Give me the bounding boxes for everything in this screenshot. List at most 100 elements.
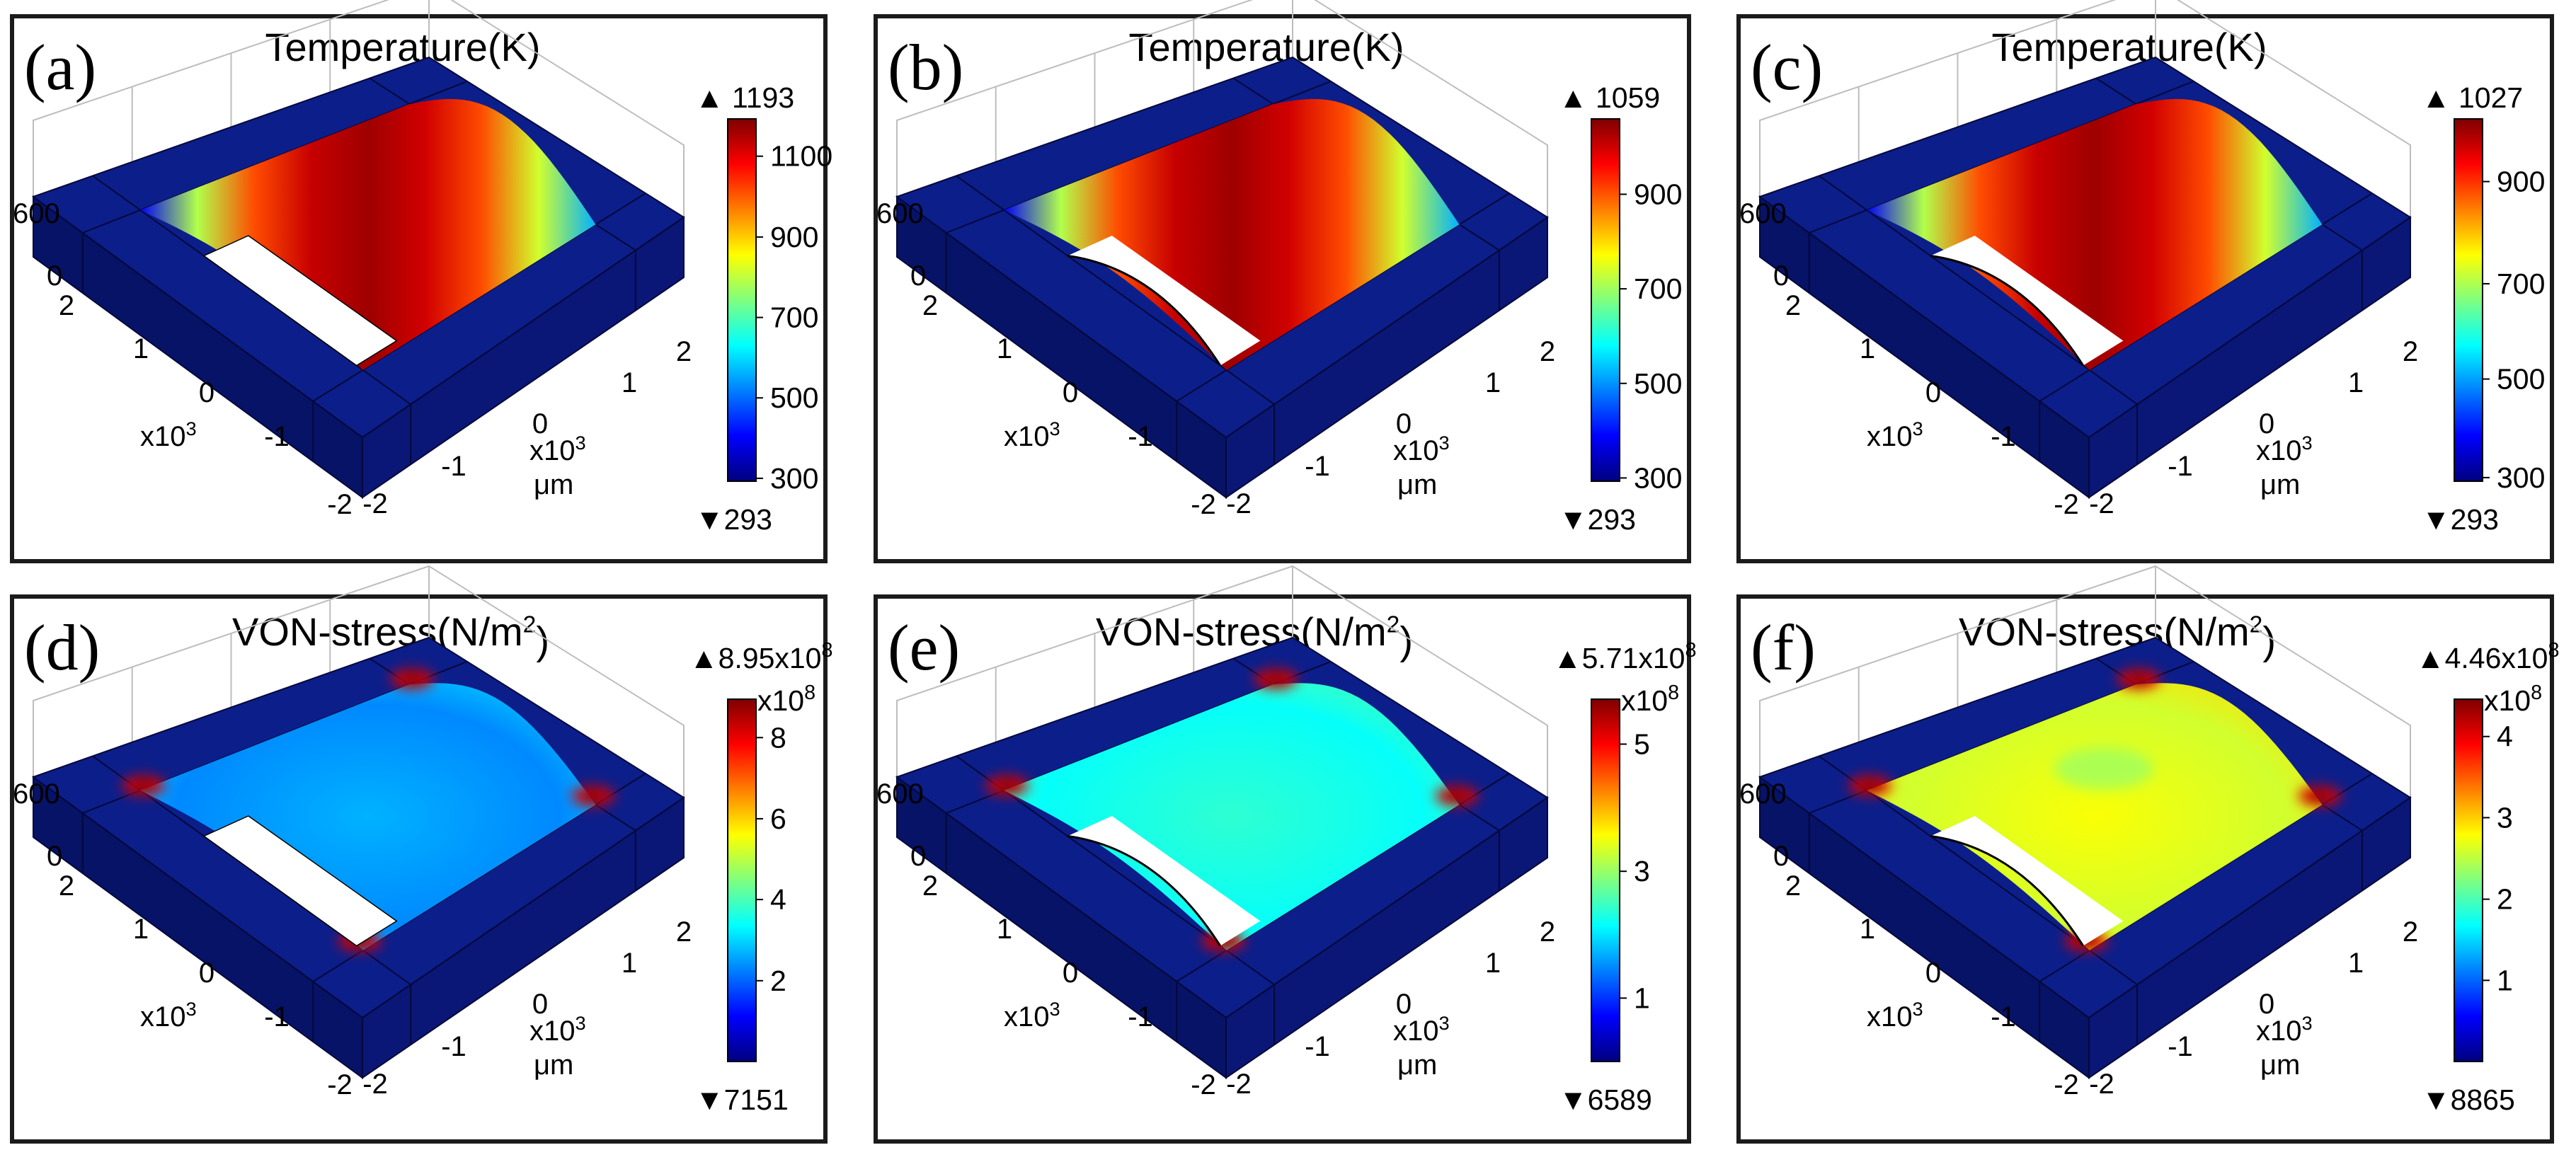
x-tick: -1 [2168, 1031, 2193, 1062]
colorbar: ▲ 1059 ▼293 300 500 700 900 [1559, 81, 1682, 536]
x-tick: 1 [2348, 948, 2364, 979]
colorbar-tick-label: 900 [2497, 166, 2545, 198]
y-tick: 0 [1925, 377, 1941, 408]
x-tick: 1 [1485, 367, 1501, 398]
y-tick: 1 [133, 333, 149, 364]
panel-title: Temperature(K) [265, 25, 540, 69]
colorbar-multiplier: x108 [1621, 681, 1679, 717]
x-multiplier: x103 [529, 1012, 586, 1047]
z-tick: 0 [47, 841, 62, 872]
z-tick: 0 [1773, 260, 1789, 292]
panel-title: Temperature(K) [1128, 25, 1404, 69]
x-multiplier: x103 [1393, 1012, 1450, 1047]
z-tick: 0 [47, 260, 62, 292]
x-tick: 1 [2348, 367, 2364, 398]
x-tick: 1 [1485, 948, 1501, 979]
colorbar-tick-label: 900 [1634, 178, 1682, 210]
colorbar-tick-label: 3 [1634, 855, 1650, 887]
y-tick: 2 [1785, 290, 1801, 321]
x-tick: 2 [1540, 916, 1555, 948]
y-tick: 1 [1860, 914, 1875, 945]
y-tick: -1 [1991, 1001, 2016, 1032]
colorbar-tick-label: 300 [2497, 461, 2545, 494]
x-tick: 2 [2403, 336, 2418, 367]
colorbar-gradient [2454, 698, 2483, 1062]
colorbar-gradient [1591, 698, 1620, 1062]
x-tick: -2 [2089, 1069, 2114, 1100]
x-tick: 0 [1396, 408, 1412, 439]
panel-letter: (f) [1751, 611, 1816, 684]
z-tick: 600 [876, 198, 924, 229]
colorbar-min: ▼6589 [1559, 1083, 1652, 1116]
colorbar-min: ▼8865 [2422, 1083, 2515, 1116]
colorbar: ▲ 1193 ▼293 300 500 700 900 1100 [695, 81, 832, 536]
colorbar-gradient [727, 118, 757, 482]
colorbar-tick-label: 1 [1634, 982, 1650, 1014]
panel-letter: (e) [888, 611, 960, 684]
membrane [1848, 669, 2341, 951]
y-tick: 0 [1063, 377, 1078, 408]
y-tick: -2 [1191, 1069, 1216, 1100]
x-tick: -2 [1226, 1069, 1252, 1100]
x-tick: -2 [362, 1069, 388, 1100]
colorbar-tick-label: 8 [770, 721, 786, 754]
z-tick: 0 [1773, 841, 1789, 872]
colorbar-tick-label: 300 [770, 462, 818, 495]
x-tick: -2 [362, 488, 388, 519]
membrane [985, 669, 1478, 951]
x-tick: 0 [1396, 989, 1412, 1020]
colorbar-tick-label: 2 [770, 965, 786, 997]
y-multiplier: x103 [140, 998, 197, 1032]
x-tick: -1 [441, 1031, 466, 1062]
x-tick: 2 [676, 916, 692, 948]
y-tick: -1 [1128, 1001, 1153, 1032]
y-tick: -2 [1191, 489, 1216, 520]
x-tick: 1 [622, 367, 637, 398]
x-tick: -2 [2089, 488, 2114, 519]
y-tick: 1 [1860, 333, 1875, 364]
colorbar-tick-label: 5 [1634, 727, 1650, 760]
panel-c: (c) Temperature(K) 600 0 -2 -1 0 1 2 -2 -1 0 1 2 x103 x… [1736, 0, 2554, 563]
y-tick: -2 [327, 489, 353, 520]
y-tick: -2 [2054, 1069, 2079, 1100]
z-tick: 600 [13, 198, 60, 229]
colorbar-tick-label: 2 [2497, 883, 2513, 916]
x-multiplier: x103 [529, 432, 586, 466]
x-tick: 2 [2403, 916, 2418, 948]
y-tick: 0 [199, 377, 214, 408]
y-tick: -2 [2054, 489, 2079, 520]
panel-a: (a) Temperature(K) 600 0 -2 -1 0 1 2 -2 -1 0 1 2 x103 x… [10, 0, 832, 563]
y-tick: -1 [264, 1001, 290, 1032]
unit-label: μm [534, 469, 573, 500]
y-multiplier: x103 [1867, 998, 1923, 1032]
panel-b: (b) Temperature(K) 600 0 -2 -1 0 1 2 -2 -1 0 1 2 x103 x… [874, 0, 1691, 563]
y-tick: 2 [922, 870, 938, 902]
panel-e: (e) VON-stress(N/m2)6000-2-1012-2-1012x10… [874, 565, 1696, 1144]
unit-label: μm [1397, 469, 1437, 500]
colorbar-tick-label: 4 [2497, 720, 2513, 753]
x-multiplier: x103 [1393, 432, 1450, 466]
colorbar-tick-label: 900 [770, 221, 818, 253]
colorbar-gradient [2454, 118, 2483, 482]
panel-letter: (a) [24, 31, 96, 103]
x-tick: -1 [1305, 451, 1330, 482]
membrane-surface [140, 98, 596, 370]
x-tick: 0 [532, 989, 548, 1020]
colorbar-tick-label: 700 [2497, 268, 2545, 300]
y-multiplier: x103 [1004, 998, 1060, 1032]
colorbar-tick-label: 4 [770, 883, 786, 916]
x-tick: 2 [676, 336, 692, 367]
colorbar: ▲ 1027 ▼293 300 500 700 900 [2422, 81, 2545, 536]
colorbar-tick-label: 1 [2497, 964, 2513, 996]
cavity-edge [1930, 834, 2084, 947]
colorbar-max: ▲4.46x108 [2416, 639, 2559, 674]
y-tick: -1 [264, 421, 290, 452]
colorbar-max: ▲ 1027 [2422, 81, 2523, 114]
colorbar-tick-label: 500 [2497, 363, 2545, 396]
colorbar-tick-label: 700 [770, 301, 818, 334]
colorbar-max: ▲8.95x108 [689, 639, 832, 674]
